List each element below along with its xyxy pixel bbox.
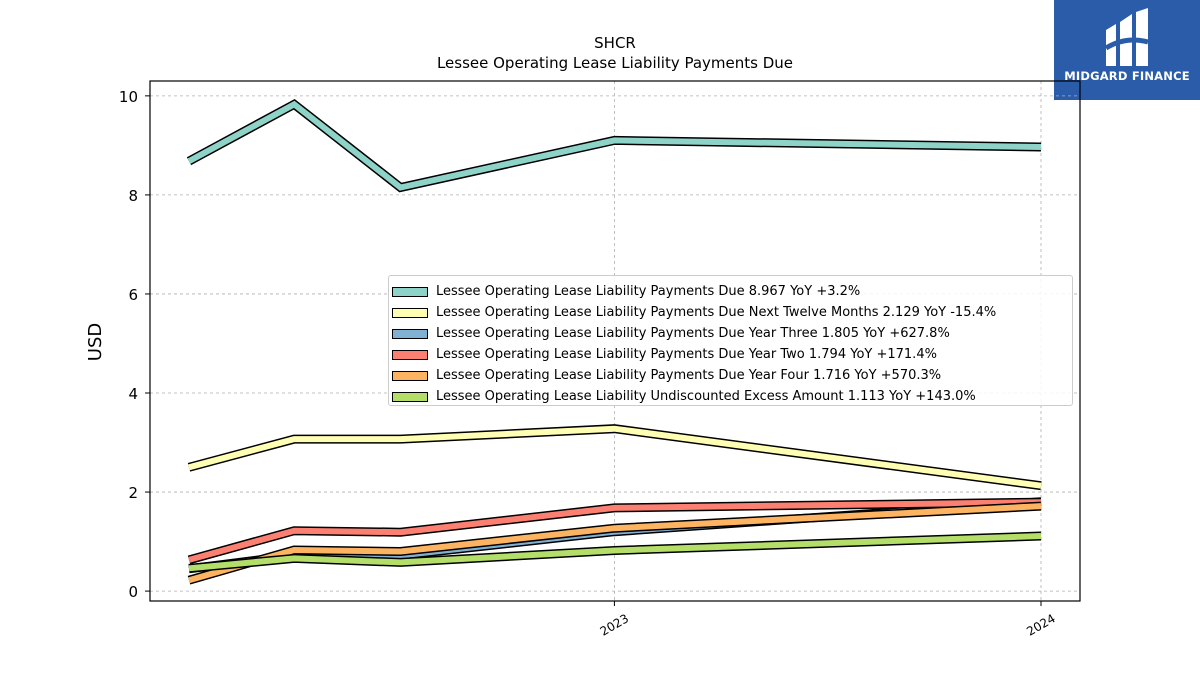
legend-item: Lessee Operating Lease Liability Payment… xyxy=(389,323,1072,344)
legend-swatch xyxy=(392,307,428,318)
legend-swatch xyxy=(392,391,428,402)
chart-title: SHCR xyxy=(594,34,636,52)
series-layer xyxy=(186,98,1042,585)
x-tick-label: 2023 xyxy=(598,611,631,638)
series-line xyxy=(188,499,1042,563)
legend-swatch xyxy=(392,370,428,381)
series-line xyxy=(187,100,1042,191)
legend-label: Lessee Operating Lease Liability Payment… xyxy=(436,368,942,383)
legend-label: Lessee Operating Lease Liability Payment… xyxy=(436,326,950,341)
legend-swatch xyxy=(392,286,428,297)
legend-item: Lessee Operating Lease Liability Payment… xyxy=(389,281,1072,302)
y-tick-label: 2 xyxy=(128,484,138,502)
legend-swatch xyxy=(392,349,428,360)
legend-label: Lessee Operating Lease Liability Payment… xyxy=(436,347,937,362)
plot-frame xyxy=(149,80,1081,602)
y-axis-label: USD xyxy=(85,323,106,361)
legend-item: Lessee Operating Lease Liability Payment… xyxy=(389,365,1072,386)
y-tick-label: 6 xyxy=(128,286,138,304)
chart-legend: Lessee Operating Lease Liability Payment… xyxy=(388,275,1073,406)
y-tick-label: 10 xyxy=(119,88,138,106)
legend-label: Lessee Operating Lease Liability Payment… xyxy=(436,305,997,320)
series-line xyxy=(188,425,1042,489)
chart-subtitle: Lessee Operating Lease Liability Payment… xyxy=(437,54,793,72)
brand-logo: MIDGARD FINANCE xyxy=(1054,0,1200,100)
logo-text: MIDGARD FINANCE xyxy=(1064,69,1190,83)
legend-item: Lessee Operating Lease Liability Payment… xyxy=(389,344,1072,365)
y-tick-label: 8 xyxy=(128,187,138,205)
x-tick-label: 2024 xyxy=(1024,611,1057,638)
series-line xyxy=(188,533,1042,572)
legend-label: Lessee Operating Lease Liability Payment… xyxy=(436,284,861,299)
legend-swatch xyxy=(392,328,428,339)
legend-label: Lessee Operating Lease Liability Undisco… xyxy=(436,389,976,404)
y-tick-label: 0 xyxy=(128,583,138,601)
legend-item: Lessee Operating Lease Liability Undisco… xyxy=(389,386,1072,407)
legend-item: Lessee Operating Lease Liability Payment… xyxy=(389,302,1072,323)
y-tick-label: 4 xyxy=(128,385,138,403)
midgard-logo-icon xyxy=(1104,8,1149,66)
